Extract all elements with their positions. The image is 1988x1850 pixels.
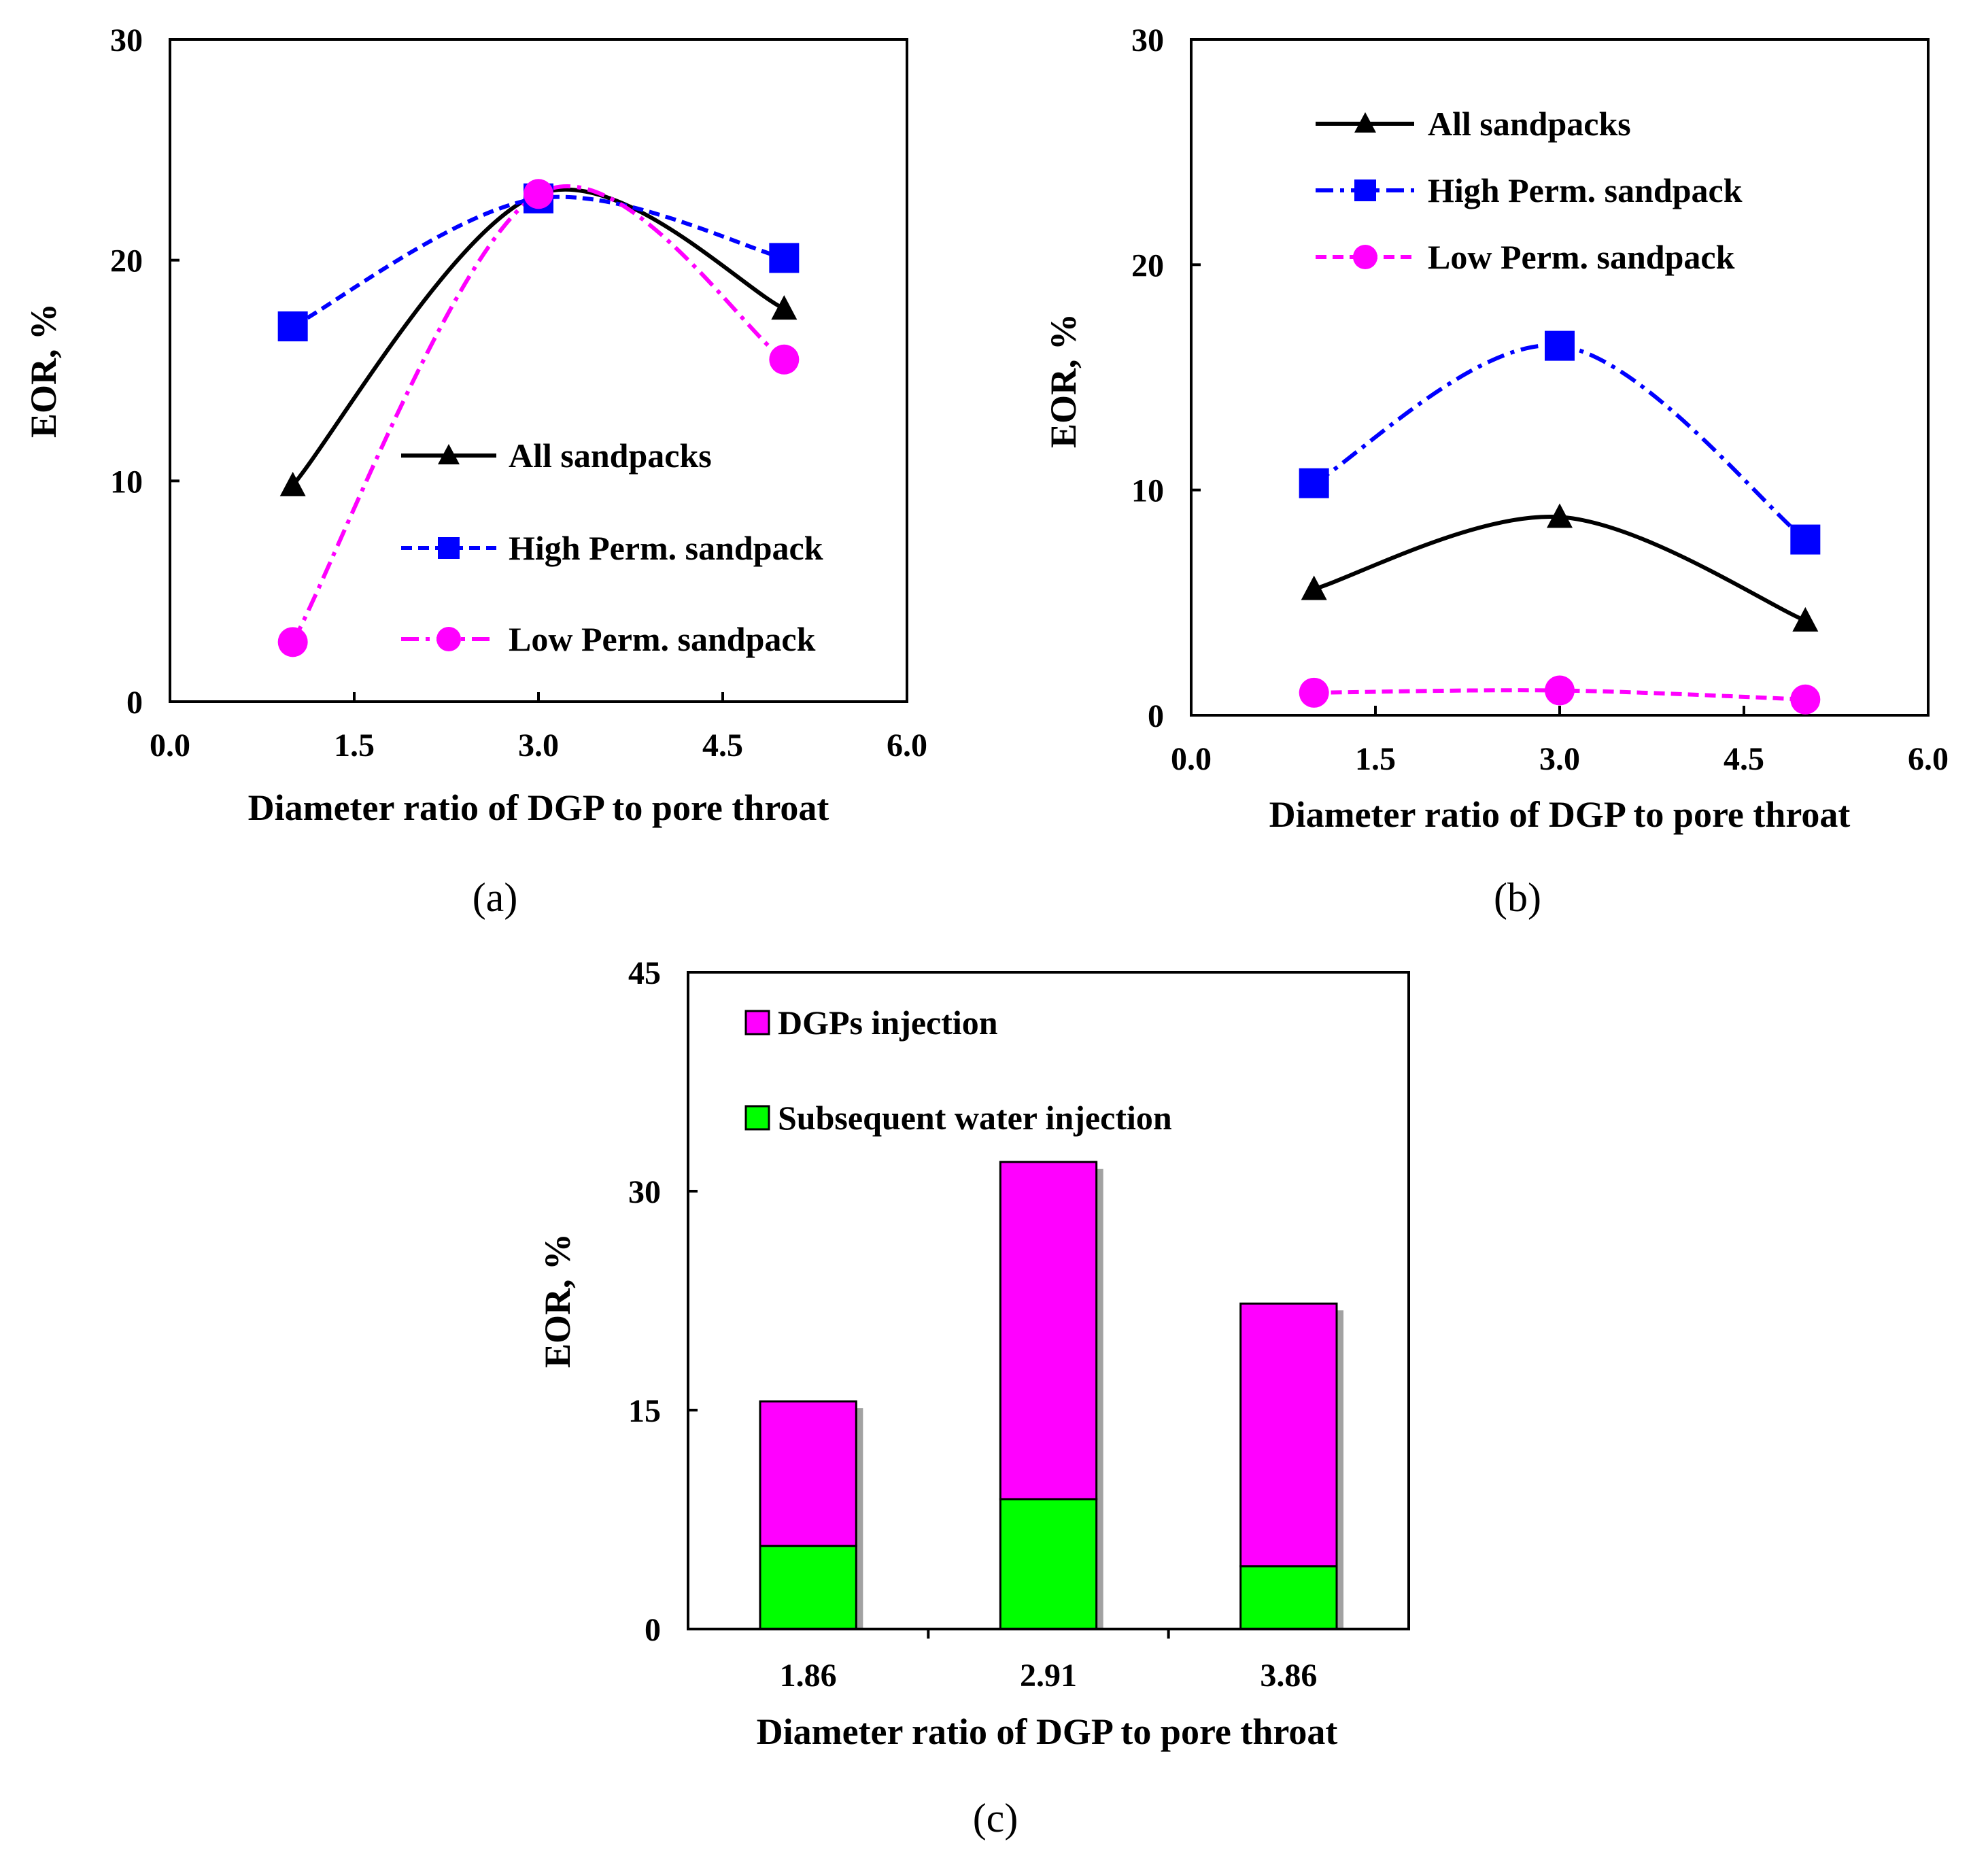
panel-c-legend: DGPs injection Subsequent water injectio… xyxy=(744,1004,1172,1137)
panel-c-y-ticks: 0 15 30 45 xyxy=(628,955,698,1648)
panel-c-x-axis-label: Diameter ratio of DGP to pore throat xyxy=(757,1711,1338,1752)
panel-b-x-ticks: 0.0 1.5 3.0 4.5 6.0 xyxy=(1171,706,1949,777)
panel-b-legend-marker-all xyxy=(1354,112,1376,133)
panel-c-x-tick-label-0: 1.86 xyxy=(780,1658,837,1694)
panel-a-x-tick-label-2: 3.0 xyxy=(518,727,559,764)
panel-b-y-ticks: 0 10 20 30 xyxy=(1131,22,1201,734)
panel-b-y-tick-label-2: 20 xyxy=(1131,247,1164,284)
panel-a-y-tick-label-1: 10 xyxy=(110,464,143,500)
panel-a-line-chart: 0 10 20 30 0.0 1.5 3.0 4.5 6.0 Diameter ratio o… xyxy=(23,22,927,920)
panel-a-legend-label-high: High Perm. sandpack xyxy=(509,529,823,567)
panel-c-x-tick-label-2: 3.86 xyxy=(1260,1658,1317,1694)
panel-b-legend-label-all: All sandpacks xyxy=(1428,105,1631,143)
panel-c-x-ticks: 1.86 2.91 3.86 xyxy=(780,1629,1317,1694)
panel-c-y-tick-label-3: 45 xyxy=(628,955,661,991)
panel-a-y-tick-label-0: 0 xyxy=(126,685,143,721)
panel-b-y-axis-label: EOR, % xyxy=(1043,313,1084,448)
panel-c-bar-0-segment-0 xyxy=(759,1545,857,1630)
panel-b-legend-marker-low xyxy=(1353,245,1377,269)
panel-b-series-1-point-0 xyxy=(1299,468,1329,498)
panel-a-x-tick-label-3: 4.5 xyxy=(702,727,743,764)
panel-c-y-tick-label-2: 30 xyxy=(628,1174,661,1210)
panel-c-bar-2-segment-0 xyxy=(1239,1565,1338,1630)
panel-b-legend-label-low: Low Perm. sandpack xyxy=(1428,238,1735,276)
panel-c-legend-label-dgps: DGPs injection xyxy=(778,1004,998,1042)
panel-c-label: (c) xyxy=(973,1796,1018,1840)
panel-b-series-0-point-1 xyxy=(1547,503,1573,528)
panel-a-series-1-point-2 xyxy=(769,243,800,273)
panel-b-legend-marker-high xyxy=(1354,179,1376,201)
panel-b-series-2-point-1 xyxy=(1545,675,1575,706)
panel-b-x-tick-label-1: 1.5 xyxy=(1355,741,1396,777)
panel-a-plot-frame xyxy=(169,38,908,703)
panel-a-x-ticks: 0.0 1.5 3.0 4.5 6.0 xyxy=(150,692,927,764)
panel-a-x-tick-label-1: 1.5 xyxy=(334,727,375,764)
panel-b-x-tick-label-4: 6.0 xyxy=(1908,741,1949,777)
panel-b-y-tick-label-1: 10 xyxy=(1131,473,1164,509)
panel-b-line-chart: 0 10 20 30 0.0 1.5 3.0 4.5 6.0 Diameter ratio o… xyxy=(1043,22,1949,920)
panel-c-bar-1-segment-0 xyxy=(999,1498,1098,1630)
panel-b-series-1-point-2 xyxy=(1790,524,1821,555)
panel-a-y-ticks: 0 10 20 30 xyxy=(110,22,179,721)
panel-c-bars xyxy=(759,1161,1343,1630)
panel-a-series-0-point-0 xyxy=(279,471,306,496)
panel-c-bar-2-segment-1 xyxy=(1239,1302,1338,1568)
panel-a-y-tick-label-3: 30 xyxy=(110,22,143,58)
panel-b-series-2-point-0 xyxy=(1299,677,1329,708)
panel-a-x-tick-label-0: 0.0 xyxy=(150,727,190,764)
panel-c-legend-swatch-water xyxy=(744,1105,770,1131)
panel-a-series-1-point-0 xyxy=(277,311,308,342)
panel-b-series-markers xyxy=(1299,330,1821,715)
panel-a-series-0-point-2 xyxy=(771,295,798,320)
panel-a-series-2-point-0 xyxy=(277,627,308,657)
panel-b-series-1-point-1 xyxy=(1545,330,1575,361)
panel-b-label: (b) xyxy=(1494,875,1541,920)
panel-a-series-markers xyxy=(277,179,800,657)
panel-a-series-2-point-2 xyxy=(769,344,800,375)
panel-a-legend-marker-low xyxy=(436,627,461,651)
panel-b-series-2-point-2 xyxy=(1790,684,1821,715)
panel-c-y-axis-label: EOR, % xyxy=(537,1233,578,1368)
panel-a-legend-marker-all xyxy=(438,444,460,464)
panel-c-stacked-bar-chart: 0 15 30 45 1.86 2.91 3.86 Diameter ratio of D… xyxy=(537,955,1410,1840)
panel-c-plot-frame xyxy=(687,971,1410,1630)
panel-a-legend-label-low: Low Perm. sandpack xyxy=(509,620,816,658)
panel-b-x-tick-label-3: 4.5 xyxy=(1724,741,1764,777)
panel-a-y-tick-label-2: 20 xyxy=(110,243,143,279)
panel-b-series-0-point-2 xyxy=(1792,606,1819,632)
panel-b-series-line-0 xyxy=(1313,515,1806,623)
panel-b-legend: All sandpacks High Perm. sandpack Low Pe… xyxy=(1316,105,1743,276)
panel-b-y-tick-label-0: 0 xyxy=(1148,698,1164,734)
panel-c-bar-0-segment-1 xyxy=(759,1400,857,1547)
panel-c-legend-swatch-dgps xyxy=(744,1010,770,1035)
panel-a-legend-marker-high xyxy=(438,537,460,559)
panel-b-y-tick-label-3: 30 xyxy=(1131,22,1164,58)
panel-a-label: (a) xyxy=(473,875,518,920)
panel-c-y-tick-label-1: 15 xyxy=(628,1393,661,1429)
panel-a-y-axis-label: EOR, % xyxy=(23,303,64,438)
panel-a-legend-label-all: All sandpacks xyxy=(509,436,712,475)
panel-a-series-line-1 xyxy=(292,194,785,328)
panel-a-x-axis-label: Diameter ratio of DGP to pore throat xyxy=(248,787,829,828)
panel-a-x-tick-label-4: 6.0 xyxy=(887,727,927,764)
panel-a-series-lines xyxy=(291,184,786,643)
panel-b-series-0-point-0 xyxy=(1301,575,1327,600)
panel-c-legend-label-water: Subsequent water injection xyxy=(778,1099,1172,1137)
panel-c-x-tick-label-1: 2.91 xyxy=(1020,1658,1077,1694)
panel-b-x-tick-label-0: 0.0 xyxy=(1171,741,1212,777)
panel-b-x-tick-label-2: 3.0 xyxy=(1539,741,1580,777)
panel-c-bar-1-segment-1 xyxy=(999,1161,1098,1501)
panel-a-legend: All sandpacks High Perm. sandpack Low Pe… xyxy=(401,436,823,658)
panel-b-x-axis-label: Diameter ratio of DGP to pore throat xyxy=(1269,794,1851,835)
panel-c-y-tick-label-0: 0 xyxy=(645,1612,661,1648)
panel-b-legend-label-high: High Perm. sandpack xyxy=(1428,171,1743,209)
panel-a-series-2-point-1 xyxy=(524,179,553,209)
